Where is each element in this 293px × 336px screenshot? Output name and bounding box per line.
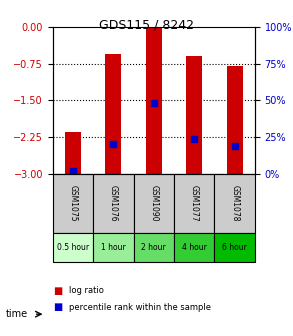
Text: GDS115 / 8242: GDS115 / 8242 <box>99 18 194 32</box>
FancyBboxPatch shape <box>214 233 255 262</box>
FancyBboxPatch shape <box>134 174 174 233</box>
Text: 4 hour: 4 hour <box>182 243 207 252</box>
Text: 0.5 hour: 0.5 hour <box>57 243 89 252</box>
Text: percentile rank within the sample: percentile rank within the sample <box>69 303 211 312</box>
Text: GSM1090: GSM1090 <box>149 185 158 222</box>
Text: 1 hour: 1 hour <box>101 243 126 252</box>
FancyBboxPatch shape <box>93 233 134 262</box>
Text: GSM1075: GSM1075 <box>69 185 77 222</box>
Bar <box>186 56 202 174</box>
Text: GSM1077: GSM1077 <box>190 185 199 222</box>
Text: ■: ■ <box>53 286 62 296</box>
Text: time: time <box>6 309 28 319</box>
Text: 6 hour: 6 hour <box>222 243 247 252</box>
FancyBboxPatch shape <box>93 174 134 233</box>
Text: ■: ■ <box>53 302 62 312</box>
FancyBboxPatch shape <box>53 174 93 233</box>
Text: 2 hour: 2 hour <box>142 243 166 252</box>
Bar <box>146 27 162 174</box>
Text: GSM1078: GSM1078 <box>230 185 239 221</box>
Bar <box>65 132 81 174</box>
Bar <box>226 66 243 174</box>
Text: log ratio: log ratio <box>69 286 104 295</box>
FancyBboxPatch shape <box>174 174 214 233</box>
FancyBboxPatch shape <box>134 233 174 262</box>
FancyBboxPatch shape <box>214 174 255 233</box>
FancyBboxPatch shape <box>53 233 93 262</box>
Text: GSM1076: GSM1076 <box>109 185 118 222</box>
FancyBboxPatch shape <box>174 233 214 262</box>
Bar <box>105 54 122 174</box>
